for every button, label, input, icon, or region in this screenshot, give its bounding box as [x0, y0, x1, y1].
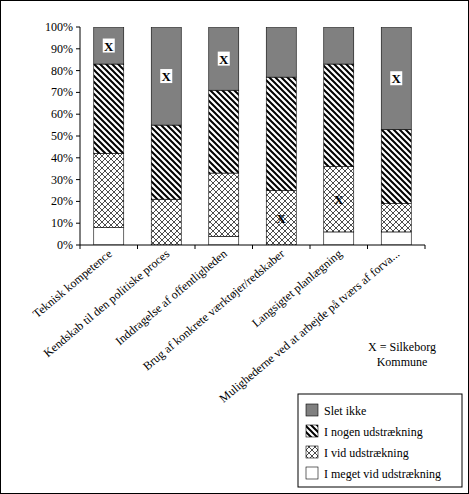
- y-tick: [76, 114, 80, 115]
- x-tick: [310, 245, 311, 249]
- segment-mark: X: [334, 192, 344, 207]
- y-tick: [76, 201, 80, 202]
- mark-bg: [218, 52, 230, 66]
- bar-segment: [266, 191, 296, 246]
- legend-swatch: [306, 467, 318, 479]
- bar-segment: [94, 153, 124, 227]
- legend-swatch: [306, 446, 318, 458]
- y-tick-label: 30%: [51, 173, 73, 187]
- y-tick-label: 20%: [51, 194, 73, 208]
- bar-segment: [324, 27, 354, 64]
- y-tick: [76, 27, 80, 28]
- y-tick-label: 0%: [57, 238, 73, 252]
- x-tick-label: Inddragelse af offentligheden: [113, 247, 230, 348]
- y-tick-label: 40%: [51, 151, 73, 165]
- y-tick-label: 70%: [51, 85, 73, 99]
- legend-label: I vid udstrækning: [324, 446, 409, 460]
- annotation: X = Silkeborg Kommune: [352, 340, 452, 370]
- x-tick: [80, 245, 81, 249]
- bar-segment: [151, 199, 181, 245]
- y-tick-label: 90%: [51, 42, 73, 56]
- y-tick: [76, 48, 80, 49]
- bar-segment: [324, 64, 354, 166]
- segment-mark: X: [277, 211, 287, 226]
- chart: 0%10%20%30%40%50%60%70%80%90%100%Teknisk…: [0, 0, 469, 494]
- bars: [94, 27, 412, 245]
- segment-mark: X: [162, 69, 172, 84]
- bar-segment: [381, 232, 411, 245]
- bar-segment: [94, 228, 124, 245]
- y-tick: [76, 157, 80, 158]
- bar-segment: [151, 27, 181, 125]
- y-tick-label: 100%: [45, 20, 73, 34]
- bar-segment: [209, 236, 239, 245]
- bar-segment: [151, 125, 181, 199]
- legend-label: Slet ikke: [324, 404, 366, 418]
- bar-segment: [94, 27, 124, 64]
- segment-mark: X: [392, 71, 402, 86]
- bar-segment: [381, 27, 411, 129]
- bar-segment: [381, 129, 411, 203]
- bar-segment: [324, 167, 354, 232]
- y-tick-label: 80%: [51, 64, 73, 78]
- bar-segment: [266, 77, 296, 190]
- bar-segment: [324, 232, 354, 245]
- bar-segment: [94, 64, 124, 153]
- y-tick: [76, 92, 80, 93]
- legend-swatch: [306, 404, 318, 416]
- mark-bg: [103, 39, 115, 53]
- chart-container: 0%10%20%30%40%50%60%70%80%90%100%Teknisk…: [0, 0, 469, 494]
- legend-label: I meget vid udstrækning: [324, 467, 441, 481]
- y-tick: [76, 179, 80, 180]
- y-tick: [76, 70, 80, 71]
- x-tick-label: Mulighederne ved at arbejde på tværs af …: [217, 247, 403, 406]
- x-tick: [137, 245, 138, 249]
- segment-mark: X: [219, 52, 229, 67]
- legend: [298, 394, 462, 487]
- mark-bg: [390, 71, 402, 85]
- y-tick-label: 50%: [51, 129, 73, 143]
- y-tick-label: 60%: [51, 107, 73, 121]
- bar-segment: [209, 173, 239, 236]
- x-tick: [252, 245, 253, 249]
- x-tick: [195, 245, 196, 249]
- y-tick: [76, 136, 80, 137]
- y-tick: [76, 245, 80, 246]
- legend-label: I nogen udstrækning: [324, 425, 423, 439]
- mark-bg: [160, 69, 172, 83]
- bar-segment: [209, 90, 239, 173]
- segment-mark: X: [104, 39, 114, 54]
- bar-segment: [209, 27, 239, 90]
- bar-segment: [381, 204, 411, 232]
- bar-segment: [266, 27, 296, 77]
- y-tick: [76, 223, 80, 224]
- x-tick: [367, 245, 368, 249]
- legend-swatch: [306, 425, 318, 437]
- y-tick-label: 10%: [51, 216, 73, 230]
- frame: [1, 1, 469, 494]
- x-tick: [425, 245, 426, 249]
